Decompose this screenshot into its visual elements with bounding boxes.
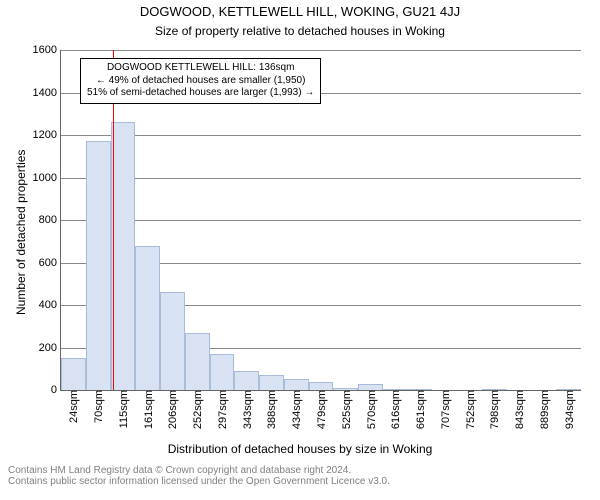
chart-container: DOGWOOD, KETTLEWELL HILL, WOKING, GU21 4…	[0, 0, 600, 500]
footer-line-1: Contains HM Land Registry data © Crown c…	[8, 465, 592, 476]
x-tick-label: 343sqm	[240, 390, 254, 429]
histogram-bar	[61, 358, 86, 390]
histogram-bar	[234, 371, 259, 390]
histogram-bar	[284, 379, 309, 390]
x-tick-label: 70sqm	[91, 390, 105, 423]
histogram-bar	[185, 333, 210, 390]
x-tick-label: 616sqm	[388, 390, 402, 429]
y-tick-label: 1400	[33, 87, 61, 99]
x-tick-label: 479sqm	[314, 390, 328, 429]
chart-subtitle: Size of property relative to detached ho…	[0, 24, 600, 38]
x-tick-label: 525sqm	[339, 390, 353, 429]
x-tick-label: 297sqm	[215, 390, 229, 429]
y-axis-label: Number of detached properties	[14, 150, 28, 315]
gridline	[61, 178, 581, 179]
y-tick-label: 1600	[33, 44, 61, 56]
callout-line-3: 51% of semi-detached houses are larger (…	[87, 87, 314, 100]
histogram-bar	[135, 246, 160, 391]
x-tick-label: 934sqm	[562, 390, 576, 429]
y-tick-label: 0	[51, 384, 61, 396]
x-tick-label: 798sqm	[487, 390, 501, 429]
x-tick-label: 843sqm	[512, 390, 526, 429]
y-tick-label: 600	[39, 257, 61, 269]
histogram-bar	[210, 354, 235, 390]
x-tick-label: 434sqm	[289, 390, 303, 429]
x-tick-label: 115sqm	[116, 390, 130, 428]
footer-line-2: Contains public sector information licen…	[8, 476, 592, 487]
chart-title: DOGWOOD, KETTLEWELL HILL, WOKING, GU21 4…	[0, 4, 600, 19]
y-tick-label: 1000	[33, 172, 61, 184]
footer: Contains HM Land Registry data © Crown c…	[8, 465, 592, 487]
x-tick-label: 161sqm	[141, 390, 155, 429]
y-tick-label: 1200	[33, 129, 61, 141]
callout-box: DOGWOOD KETTLEWELL HILL: 136sqm ← 49% of…	[80, 58, 321, 104]
gridline	[61, 220, 581, 221]
x-tick-label: 252sqm	[190, 390, 204, 429]
x-tick-label: 206sqm	[165, 390, 179, 429]
callout-line-1: DOGWOOD KETTLEWELL HILL: 136sqm	[87, 62, 314, 75]
y-tick-label: 400	[39, 299, 61, 311]
x-tick-label: 707sqm	[438, 390, 452, 429]
x-tick-label: 661sqm	[413, 390, 427, 429]
x-tick-label: 388sqm	[264, 390, 278, 429]
x-tick-label: 752sqm	[463, 390, 477, 429]
gridline	[61, 50, 581, 51]
x-tick-label: 24sqm	[66, 390, 80, 423]
histogram-bar	[259, 375, 284, 390]
callout-line-2: ← 49% of detached houses are smaller (1,…	[87, 75, 314, 88]
x-tick-label: 570sqm	[364, 390, 378, 429]
x-axis-label: Distribution of detached houses by size …	[0, 442, 600, 456]
histogram-bar	[160, 292, 185, 390]
x-tick-label: 889sqm	[537, 390, 551, 429]
histogram-bar	[111, 122, 136, 390]
gridline	[61, 135, 581, 136]
y-tick-label: 200	[39, 342, 61, 354]
histogram-bar	[309, 382, 334, 391]
histogram-bar	[86, 141, 111, 390]
y-tick-label: 800	[39, 214, 61, 226]
